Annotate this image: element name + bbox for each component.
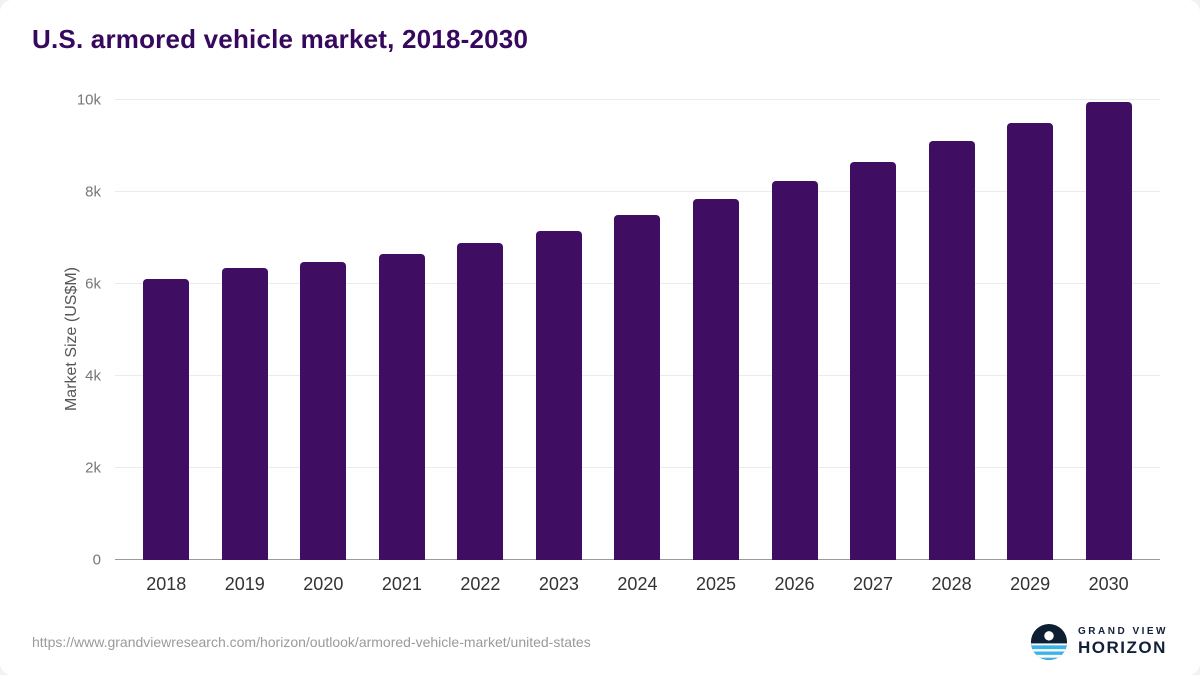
brand-name-top: GRAND VIEW [1078, 626, 1168, 638]
bar-cell [520, 100, 599, 560]
bar-cell [755, 100, 834, 560]
footer: https://www.grandviewresearch.com/horizo… [32, 623, 1168, 661]
bar-2027[interactable] [850, 162, 897, 560]
bar-cell [1069, 100, 1148, 560]
grandview-logo-icon [1030, 623, 1068, 661]
y-tick-label: 0 [92, 551, 101, 569]
bar-cell [677, 100, 756, 560]
x-tick-label: 2022 [460, 574, 501, 594]
bar-cell [441, 100, 520, 560]
y-tick-label: 6k [85, 275, 101, 293]
bar-cell [363, 100, 442, 560]
gridline [115, 191, 1160, 192]
y-tick-label: 8k [85, 183, 101, 201]
x-tick-label: 2023 [538, 574, 579, 594]
bar-2030[interactable] [1085, 102, 1132, 560]
x-tick-label: 2018 [146, 574, 187, 594]
bar-2018[interactable] [143, 279, 190, 560]
x-tick-label: 2028 [931, 574, 972, 594]
bar-2021[interactable] [378, 254, 425, 560]
bar-2026[interactable] [771, 180, 818, 560]
page-title: U.S. armored vehicle market, 2018-2030 [32, 24, 529, 54]
bar-cell [206, 100, 285, 560]
bar-2028[interactable] [928, 141, 975, 560]
bar-cell [127, 100, 206, 560]
y-tick-label: 10k [76, 91, 101, 109]
bar-2019[interactable] [221, 267, 268, 560]
bars-container [115, 100, 1160, 560]
x-tick-label: 2027 [853, 574, 894, 594]
bar-2020[interactable] [300, 261, 347, 560]
x-tick-label: 2019 [224, 574, 265, 594]
x-axis-labels: 2018 2019 2020 2021 2022 2023 2024 2025 2026 2027… [115, 574, 1160, 595]
x-tick-label: 2020 [303, 574, 344, 594]
bar-cell [598, 100, 677, 560]
x-tick-label: 2030 [1088, 574, 1129, 594]
plot-area: 0 2k 4k 6k 8k 10k 2018 2019 2020 2021 2022 2023 202… [77, 92, 1160, 594]
y-tick-label: 4k [85, 367, 101, 385]
brand-name-bottom: HORIZON [1078, 637, 1167, 657]
x-tick-label: 2029 [1010, 574, 1051, 594]
x-tick-label: 2021 [381, 574, 422, 594]
gridline [115, 99, 1160, 100]
brand-logo: GRAND VIEW HORIZON [1030, 623, 1168, 661]
bar-2029[interactable] [1007, 123, 1054, 560]
x-tick-label: 2025 [695, 574, 736, 594]
source-url[interactable]: https://www.grandviewresearch.com/horizo… [32, 634, 591, 650]
brand-logo-text: GRAND VIEW HORIZON [1078, 626, 1168, 657]
bar-cell [834, 100, 913, 560]
bar-2024[interactable] [614, 215, 661, 560]
bar-cell [991, 100, 1070, 560]
x-tick-label: 2026 [774, 574, 815, 594]
bar-2025[interactable] [692, 198, 739, 560]
bar-2023[interactable] [535, 231, 582, 560]
bar-cell [912, 100, 991, 560]
bar-2022[interactable] [457, 242, 504, 560]
y-axis-label: Market Size (US$M) [63, 266, 80, 412]
bar-cell [284, 100, 363, 560]
x-tick-label: 2024 [617, 574, 658, 594]
y-tick-label: 2k [85, 459, 101, 477]
